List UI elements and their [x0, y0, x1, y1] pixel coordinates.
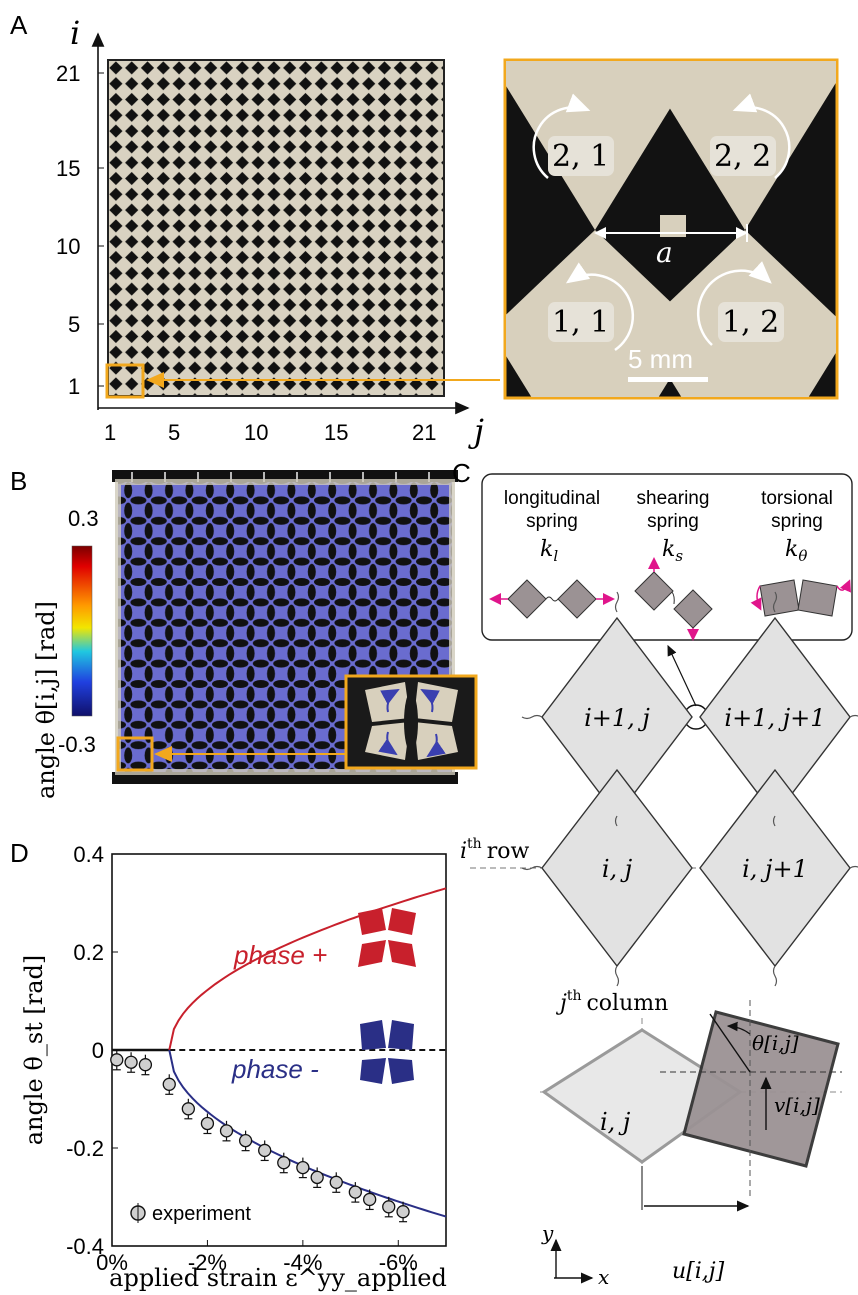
axis-x-label: x — [598, 1265, 609, 1289]
kinematics-theta: θ[i,j] — [752, 1031, 799, 1055]
experiment-point — [277, 1156, 291, 1170]
axis-y-label: y — [541, 1221, 554, 1245]
x-tick-label: -2% — [188, 1250, 227, 1275]
phase-plus-icon — [358, 908, 416, 967]
i-tick-10: 10 — [56, 234, 80, 259]
axis-i-label: i — [70, 14, 80, 52]
junction-pointer — [667, 644, 697, 707]
y-tick-label: 0 — [92, 1038, 104, 1063]
panel-d-letter: D — [10, 838, 29, 868]
column-label: jth column — [555, 988, 668, 1016]
kinematics-v: v[i,j] — [774, 1093, 820, 1117]
deformed-highlight-box — [116, 736, 154, 772]
y-axis-label: angle θ_st [rad] — [20, 955, 48, 1146]
panel-c-letter: C — [452, 458, 471, 488]
lattice-highlight-box — [105, 363, 145, 399]
rotation-arrow-1-2-icon — [696, 261, 772, 346]
experiment-point — [348, 1185, 362, 1199]
inset-zoom: 2, 1 2, 2 1, 1 1, 2 a 5 mm — [503, 58, 839, 400]
deformed-inset — [344, 674, 478, 770]
i-tick-21: 21 — [56, 61, 80, 86]
spring-torsional-symbol: kθ — [785, 537, 807, 565]
inset-cell-1-2: 1, 2 — [722, 305, 779, 340]
experiment-point — [124, 1055, 138, 1069]
experiment-point — [181, 1102, 195, 1116]
x-tick-label: -6% — [379, 1250, 418, 1275]
i-tick-5: 5 — [68, 312, 80, 337]
i-tick-15: 15 — [56, 156, 80, 181]
panel-a-letter: A — [10, 10, 28, 40]
spacing-label: a — [656, 236, 673, 269]
i-tick-1: 1 — [68, 374, 80, 399]
y-tick-label: 0.4 — [73, 842, 104, 867]
cell-label-bottom-left: i, j — [602, 855, 633, 883]
colorbar-max: 0.3 — [68, 506, 99, 531]
spring-longitudinal-line1: longitudinal — [504, 488, 600, 509]
chart-layer: 0.4 0.2 0 -0.2 -0.40% -2% -4% -6% — [66, 842, 447, 1275]
phase-minus-icon — [360, 1020, 414, 1084]
phase-minus-label: phase - — [231, 1054, 319, 1084]
experiment-point — [238, 1134, 253, 1148]
kinematics-cell: i, j — [600, 1108, 631, 1136]
y-tick-label: 0.2 — [73, 940, 104, 965]
colorbar-label: angle θ[i,j] [rad] — [32, 601, 60, 799]
spring-shearing-symbol: ks — [662, 537, 683, 565]
experiment-point — [200, 1116, 215, 1131]
panel-a: A i 21 15 10 5 1 1 5 10 15 21 j — [10, 10, 839, 450]
row-label: ith row — [460, 836, 529, 864]
cell-label-bottom-right: i, j+1 — [742, 855, 808, 883]
experiment-point — [329, 1175, 343, 1189]
panel-b-letter: B — [10, 466, 27, 496]
axis-i-ticks — [98, 72, 104, 387]
scalebar-label: 5 mm — [628, 344, 693, 374]
scalebar — [628, 377, 708, 382]
panel-c: C longitudinal spring kl shearing spring… — [452, 458, 858, 1289]
panel-b: B angle θ[i,j] [rad] 0.3 -0.3 — [10, 466, 478, 799]
y-tick-label: -0.4 — [66, 1234, 104, 1259]
experiment-point — [110, 1053, 124, 1067]
y-tick-label: -0.2 — [66, 1136, 104, 1161]
x-axis-label: applied strain ε^yy_applied — [109, 1264, 447, 1292]
inset-cell-2-1: 2, 1 — [552, 139, 609, 174]
spring-torsional-line1: torsional — [761, 488, 833, 509]
panel-d: D 0.4 0.2 0 -0.2 -0.40% -2% -4% -6% angle θ_st … — [10, 838, 447, 1292]
j-tick-15: 15 — [324, 420, 348, 445]
rotation-arrow-2-1-icon — [532, 93, 591, 179]
axis-j-label: j — [468, 412, 484, 450]
lattice-sample-photo — [107, 59, 445, 397]
experiment-point — [363, 1192, 377, 1207]
cell-label-top-left: i+1, j — [584, 704, 650, 732]
experiment-point — [382, 1200, 396, 1214]
rotation-arrow-2-2-icon — [732, 93, 791, 179]
spring-torsional-line2: spring — [771, 511, 823, 532]
experiment-point — [258, 1143, 272, 1158]
inset-cell-1-1: 1, 1 — [552, 305, 609, 340]
x-tick-label: -4% — [283, 1250, 322, 1275]
kinematics-u: u[i,j] — [672, 1259, 725, 1284]
experiment-point — [296, 1160, 310, 1175]
kinematics-diagram: θ[i,j] v[i,j] i, j u[i,j] y x — [540, 1000, 842, 1289]
j-tick-10: 10 — [244, 420, 268, 445]
colorbar-min: -0.3 — [58, 732, 96, 757]
experiment-point — [219, 1124, 234, 1138]
j-tick-1: 1 — [104, 420, 116, 445]
spring-shearing-line2: spring — [647, 511, 699, 532]
rotation-arrow-1-1-icon — [565, 262, 635, 352]
spring-shearing-line1: shearing — [637, 488, 710, 509]
experiment-point — [396, 1205, 410, 1219]
inset-cell-2-2: 2, 2 — [714, 139, 771, 174]
phase-plus-label: phase + — [233, 940, 327, 970]
j-tick-5: 5 — [168, 420, 180, 445]
legend-experiment: experiment — [152, 1203, 251, 1225]
cell-label-top-right: i+1, j+1 — [724, 704, 825, 732]
j-tick-21: 21 — [412, 420, 436, 445]
phase-plus-curve — [168, 887, 447, 1051]
spring-longitudinal-line2: spring — [526, 511, 578, 532]
experiment-point — [162, 1077, 176, 1091]
colorbar — [71, 545, 93, 717]
x-tick-label: 0% — [96, 1250, 128, 1275]
experiment-point — [138, 1058, 153, 1072]
spring-longitudinal-symbol: kl — [540, 537, 558, 565]
experiment-point — [310, 1170, 324, 1185]
